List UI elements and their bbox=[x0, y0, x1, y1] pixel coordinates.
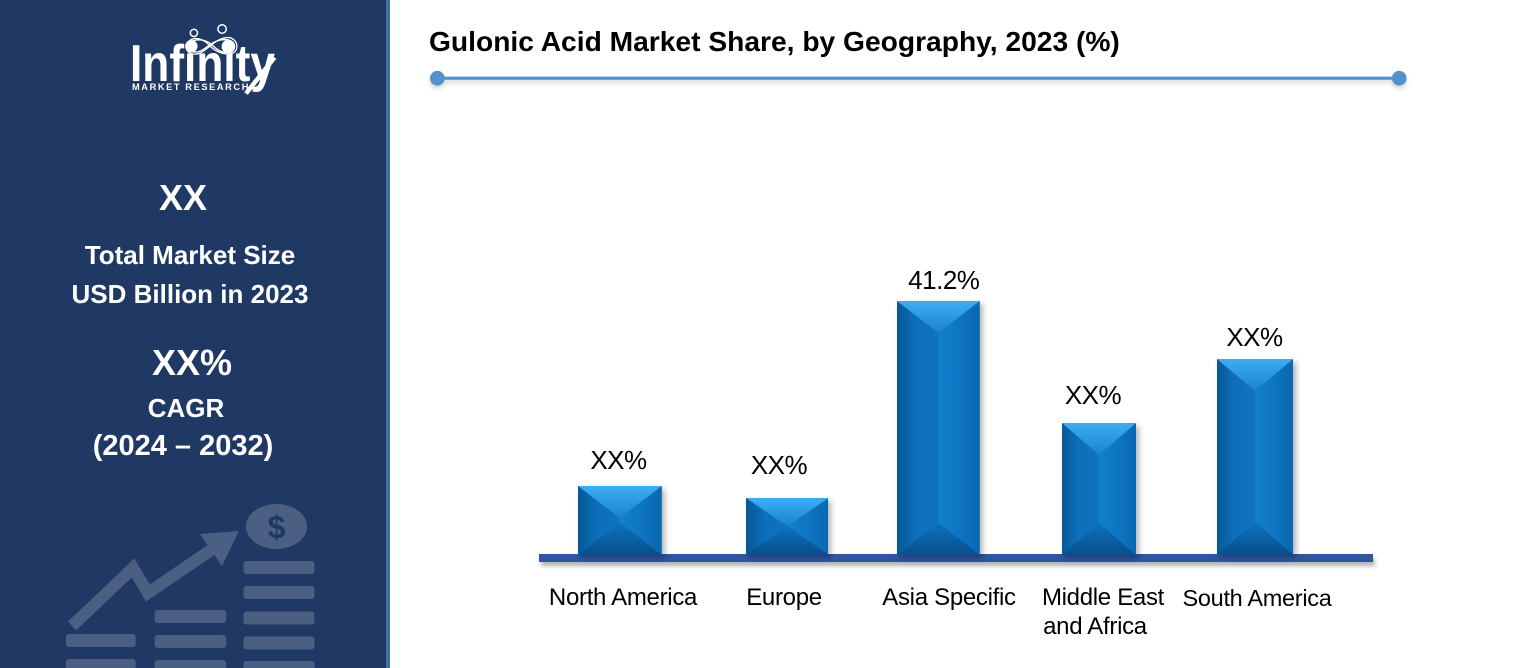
svg-text:$: $ bbox=[268, 509, 286, 545]
svg-text:MARKET RESEARCH: MARKET RESEARCH bbox=[132, 82, 250, 92]
svg-text:Infinity: Infinity bbox=[130, 35, 275, 93]
